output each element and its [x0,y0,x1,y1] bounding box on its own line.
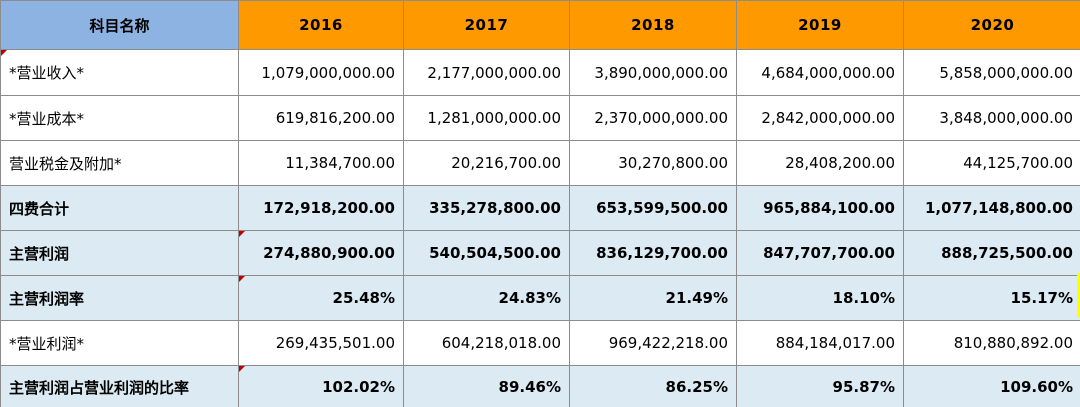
table-row-four-expenses: 四费合计 172,918,200.00 335,278,800.00 653,5… [0,185,1080,231]
cell-highlight-edge [1077,273,1080,317]
table-cell[interactable]: 3,890,000,000.00 [569,49,737,96]
table-cell[interactable]: 4,684,000,000.00 [736,49,904,96]
comment-marker [239,366,245,372]
row-label[interactable]: *营业利润* [0,320,239,366]
table-cell[interactable]: 24.83% [403,275,570,321]
table-cell[interactable]: 335,278,800.00 [403,185,570,231]
header-cell-2018[interactable]: 2018 [569,0,737,50]
cell-text: 274,880,900.00 [263,244,395,262]
table-cell[interactable]: 30,270,800.00 [569,140,737,186]
comment-marker [239,231,245,237]
table-cell[interactable]: 86.25% [569,365,737,407]
row-label[interactable]: *营业成本* [0,95,239,141]
cell-text: 25.48% [332,289,395,307]
table-cell[interactable]: 172,918,200.00 [238,185,404,231]
table-cell[interactable]: 888,725,500.00 [903,230,1080,276]
table-cell[interactable]: 810,880,892.00 [903,320,1080,366]
table-cell[interactable]: 884,184,017.00 [736,320,904,366]
table-cell[interactable]: 1,281,000,000.00 [403,95,570,141]
table-cell[interactable]: 969,422,218.00 [569,320,737,366]
table-cell[interactable]: 102.02% [238,365,404,407]
row-label[interactable]: 主营利润率 [0,275,239,321]
cell-text: 102.02% [322,378,395,396]
header-cell-2016[interactable]: 2016 [238,0,404,50]
header-cell-name[interactable]: 科目名称 [0,0,239,50]
table-cell[interactable]: 21.49% [569,275,737,321]
table-cell[interactable]: 11,384,700.00 [238,140,404,186]
table-cell[interactable]: 540,504,500.00 [403,230,570,276]
row-label[interactable]: 四费合计 [0,185,239,231]
table-cell[interactable]: 2,177,000,000.00 [403,49,570,96]
table-row-operating-profit: *营业利润* 269,435,501.00 604,218,018.00 969… [0,320,1080,366]
table-cell[interactable]: 109.60% [903,365,1080,407]
table-cell[interactable]: 2,370,000,000.00 [569,95,737,141]
table-cell[interactable]: 89.46% [403,365,570,407]
table-row-main-profit-rate: 主营利润率 25.48% 24.83% 21.49% 18.10% 15.17% [0,275,1080,321]
row-label[interactable]: 主营利润占营业利润的比率 [0,365,239,407]
table-cell[interactable]: 20,216,700.00 [403,140,570,186]
row-label[interactable]: *营业收入* [0,49,239,96]
header-cell-2019[interactable]: 2019 [736,0,904,50]
table-cell[interactable]: 15.17% [903,275,1080,321]
table-cell[interactable]: 653,599,500.00 [569,185,737,231]
table-row-main-vs-operating-ratio: 主营利润占营业利润的比率 102.02% 89.46% 86.25% 95.87… [0,365,1080,407]
header-cell-2020[interactable]: 2020 [903,0,1080,50]
row-label[interactable]: 营业税金及附加* [0,140,239,186]
table-cell[interactable]: 95.87% [736,365,904,407]
table-cell[interactable]: 619,816,200.00 [238,95,404,141]
table-cell[interactable]: 965,884,100.00 [736,185,904,231]
table-cell[interactable]: 25.48% [238,275,404,321]
table-cell[interactable]: 847,707,700.00 [736,230,904,276]
table-row-revenue: *营业收入* 1,079,000,000.00 2,177,000,000.00… [0,49,1080,96]
table-cell[interactable]: 1,079,000,000.00 [238,49,404,96]
row-label-text: *营业收入* [9,64,85,82]
table-cell[interactable]: 2,842,000,000.00 [736,95,904,141]
row-label[interactable]: 主营利润 [0,230,239,276]
table-cell[interactable]: 269,435,501.00 [238,320,404,366]
comment-marker [239,276,245,282]
table-cell[interactable]: 604,218,018.00 [403,320,570,366]
table-cell[interactable]: 1,077,148,800.00 [903,185,1080,231]
table-row-cost: *营业成本* 619,816,200.00 1,281,000,000.00 2… [0,95,1080,141]
header-cell-2017[interactable]: 2017 [403,0,570,50]
table-cell[interactable]: 274,880,900.00 [238,230,404,276]
table-cell[interactable]: 836,129,700.00 [569,230,737,276]
header-row: 科目名称 2016 2017 2018 2019 2020 [0,0,1080,50]
table-cell[interactable]: 5,858,000,000.00 [903,49,1080,96]
table-row-tax: 营业税金及附加* 11,384,700.00 20,216,700.00 30,… [0,140,1080,186]
table-cell[interactable]: 28,408,200.00 [736,140,904,186]
table-cell[interactable]: 18.10% [736,275,904,321]
table-row-main-profit: 主营利润 274,880,900.00 540,504,500.00 836,1… [0,230,1080,276]
table-cell[interactable]: 3,848,000,000.00 [903,95,1080,141]
table-cell[interactable]: 44,125,700.00 [903,140,1080,186]
comment-marker [1,50,7,56]
